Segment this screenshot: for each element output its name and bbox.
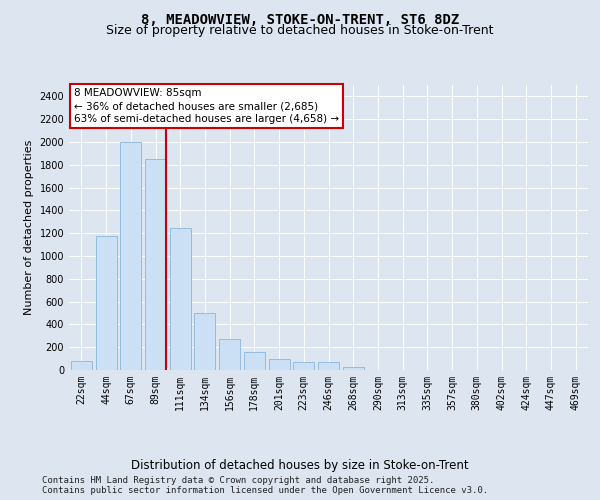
Text: Contains HM Land Registry data © Crown copyright and database right 2025.
Contai: Contains HM Land Registry data © Crown c… xyxy=(42,476,488,495)
Bar xyxy=(269,358,290,370)
Bar xyxy=(219,338,240,370)
Bar xyxy=(293,362,314,370)
Bar xyxy=(120,142,141,370)
Text: 8, MEADOWVIEW, STOKE-ON-TRENT, ST6 8DZ: 8, MEADOWVIEW, STOKE-ON-TRENT, ST6 8DZ xyxy=(141,12,459,26)
Bar xyxy=(318,362,339,370)
Y-axis label: Number of detached properties: Number of detached properties xyxy=(24,140,34,315)
Text: Size of property relative to detached houses in Stoke-on-Trent: Size of property relative to detached ho… xyxy=(106,24,494,37)
Bar xyxy=(95,236,116,370)
Bar xyxy=(194,313,215,370)
Bar xyxy=(170,228,191,370)
Bar xyxy=(145,159,166,370)
Bar xyxy=(343,367,364,370)
Text: Distribution of detached houses by size in Stoke-on-Trent: Distribution of detached houses by size … xyxy=(131,460,469,472)
Bar xyxy=(244,352,265,370)
Text: 8 MEADOWVIEW: 85sqm
← 36% of detached houses are smaller (2,685)
63% of semi-det: 8 MEADOWVIEW: 85sqm ← 36% of detached ho… xyxy=(74,88,340,124)
Bar xyxy=(71,362,92,370)
